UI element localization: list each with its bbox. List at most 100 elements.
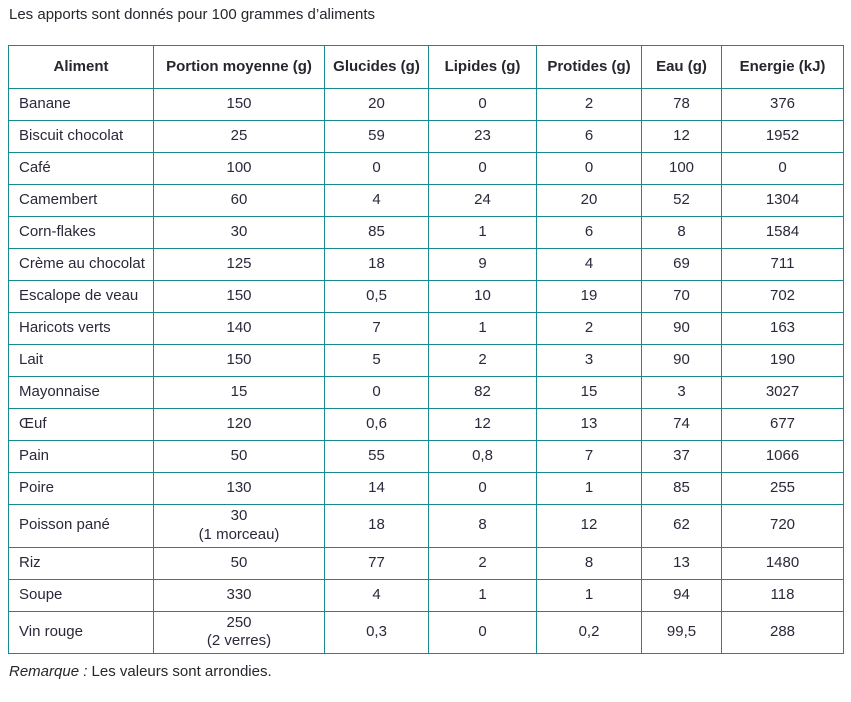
- value-cell: 1952: [721, 120, 844, 153]
- value-cell: 720: [721, 504, 844, 548]
- value-cell: 20: [536, 184, 642, 217]
- value-cell: 18: [324, 504, 429, 548]
- aliment-cell: Poisson pané: [8, 504, 154, 548]
- value-cell: 330: [153, 578, 325, 612]
- value-cell: 1480: [721, 546, 844, 580]
- table-row: Lait 150 5 2 3 90 190: [8, 344, 844, 377]
- table-row: Vin rouge 250 (2 verres) 0,3 0 0,2 99,5 288: [8, 610, 844, 654]
- value-cell: 13: [536, 408, 642, 441]
- table-row: Soupe 330 4 1 1 94 118: [8, 578, 844, 612]
- value-cell: 60: [153, 184, 325, 217]
- column-header-eau: Eau (g): [641, 45, 722, 89]
- value-cell: 0: [428, 610, 537, 654]
- value-cell: 4: [324, 184, 429, 217]
- value-cell: 0: [324, 376, 429, 409]
- aliment-cell: Escalope de veau: [8, 280, 154, 313]
- value-cell: 2: [428, 344, 537, 377]
- footnote-label: Remarque :: [9, 663, 88, 680]
- value-cell: 1: [536, 472, 642, 505]
- value-cell: 130: [153, 472, 325, 505]
- value-cell: 12: [428, 408, 537, 441]
- value-cell: 3: [641, 376, 722, 409]
- table-row: Escalope de veau 150 0,5 10 19 70 702: [8, 280, 844, 313]
- aliment-cell: Corn-flakes: [8, 216, 154, 249]
- value-cell: 30: [153, 216, 325, 249]
- aliment-cell: Œuf: [8, 408, 154, 441]
- column-header-aliment: Aliment: [8, 45, 154, 89]
- page-title: Les apports sont donnés pour 100 grammes…: [9, 6, 376, 23]
- value-cell: 1304: [721, 184, 844, 217]
- footnote: Remarque : Les valeurs sont arrondies.: [8, 663, 843, 680]
- value-cell: 20: [324, 88, 429, 121]
- footnote-text: Les valeurs sont arrondies.: [87, 663, 272, 680]
- aliment-cell: Camembert: [8, 184, 154, 217]
- value-cell: 1: [428, 216, 537, 249]
- column-header-protides: Protides (g): [536, 45, 642, 89]
- aliment-cell: Haricots verts: [8, 312, 154, 345]
- value-cell: 0,2: [536, 610, 642, 654]
- table-row: Camembert 60 4 24 20 52 1304: [8, 184, 844, 217]
- value-cell: 118: [721, 578, 844, 612]
- table-header: Aliment Portion moyenne (g) Glucides (g)…: [8, 45, 844, 89]
- value-cell: 711: [721, 248, 844, 281]
- value-cell: 0: [721, 152, 844, 185]
- value-cell: 7: [324, 312, 429, 345]
- value-cell: 1066: [721, 440, 844, 473]
- table-row: Crème au chocolat 125 18 9 4 69 711: [8, 248, 844, 281]
- value-cell: 90: [641, 312, 722, 345]
- value-cell: 0,8: [428, 440, 537, 473]
- value-cell: 2: [428, 546, 537, 580]
- value-cell: 9: [428, 248, 537, 281]
- value-cell: 30 (1 morceau): [153, 504, 325, 548]
- value-cell: 12: [641, 120, 722, 153]
- value-cell: 677: [721, 408, 844, 441]
- value-cell: 1: [428, 312, 537, 345]
- value-cell: 6: [536, 216, 642, 249]
- value-cell: 150: [153, 88, 325, 121]
- value-cell: 24: [428, 184, 537, 217]
- aliment-cell: Vin rouge: [8, 610, 154, 654]
- value-cell: 37: [641, 440, 722, 473]
- value-cell: 150: [153, 344, 325, 377]
- table-row: Café 100 0 0 0 100 0: [8, 152, 844, 185]
- table-row: Poisson pané 30 (1 morceau) 18 8 12 62 720: [8, 504, 844, 548]
- aliment-cell: Café: [8, 152, 154, 185]
- value-cell: 14: [324, 472, 429, 505]
- value-cell: 1: [536, 578, 642, 612]
- value-cell: 18: [324, 248, 429, 281]
- table-row: Œuf 120 0,6 12 13 74 677: [8, 408, 844, 441]
- table-body: Banane 150 20 0 2 78 376 Biscuit chocolat 25 59 23…: [8, 88, 844, 654]
- aliment-cell: Banane: [8, 88, 154, 121]
- value-cell: 6: [536, 120, 642, 153]
- value-cell: 3: [536, 344, 642, 377]
- value-cell: 250 (2 verres): [153, 610, 325, 654]
- table-row: Riz 50 77 2 8 13 1480: [8, 546, 844, 580]
- table-row: Biscuit chocolat 25 59 23 6 12 1952: [8, 120, 844, 153]
- aliment-cell: Riz: [8, 546, 154, 580]
- value-cell: 0: [324, 152, 429, 185]
- table-row: Pain 50 55 0,8 7 37 1066: [8, 440, 844, 473]
- value-cell: 3027: [721, 376, 844, 409]
- value-cell: 19: [536, 280, 642, 313]
- value-cell: 77: [324, 546, 429, 580]
- value-cell: 23: [428, 120, 537, 153]
- value-cell: 125: [153, 248, 325, 281]
- value-cell: 13: [641, 546, 722, 580]
- value-cell: 50: [153, 546, 325, 580]
- value-cell: 8: [428, 504, 537, 548]
- aliment-cell: Lait: [8, 344, 154, 377]
- value-cell: 55: [324, 440, 429, 473]
- value-cell: 255: [721, 472, 844, 505]
- value-cell: 4: [536, 248, 642, 281]
- table-row: Banane 150 20 0 2 78 376: [8, 88, 844, 121]
- column-header-energie: Energie (kJ): [721, 45, 844, 89]
- value-cell: 190: [721, 344, 844, 377]
- value-cell: 25: [153, 120, 325, 153]
- value-cell: 0: [536, 152, 642, 185]
- value-cell: 85: [641, 472, 722, 505]
- value-cell: 702: [721, 280, 844, 313]
- aliment-cell: Poire: [8, 472, 154, 505]
- value-cell: 100: [153, 152, 325, 185]
- table-row: Haricots verts 140 7 1 2 90 163: [8, 312, 844, 345]
